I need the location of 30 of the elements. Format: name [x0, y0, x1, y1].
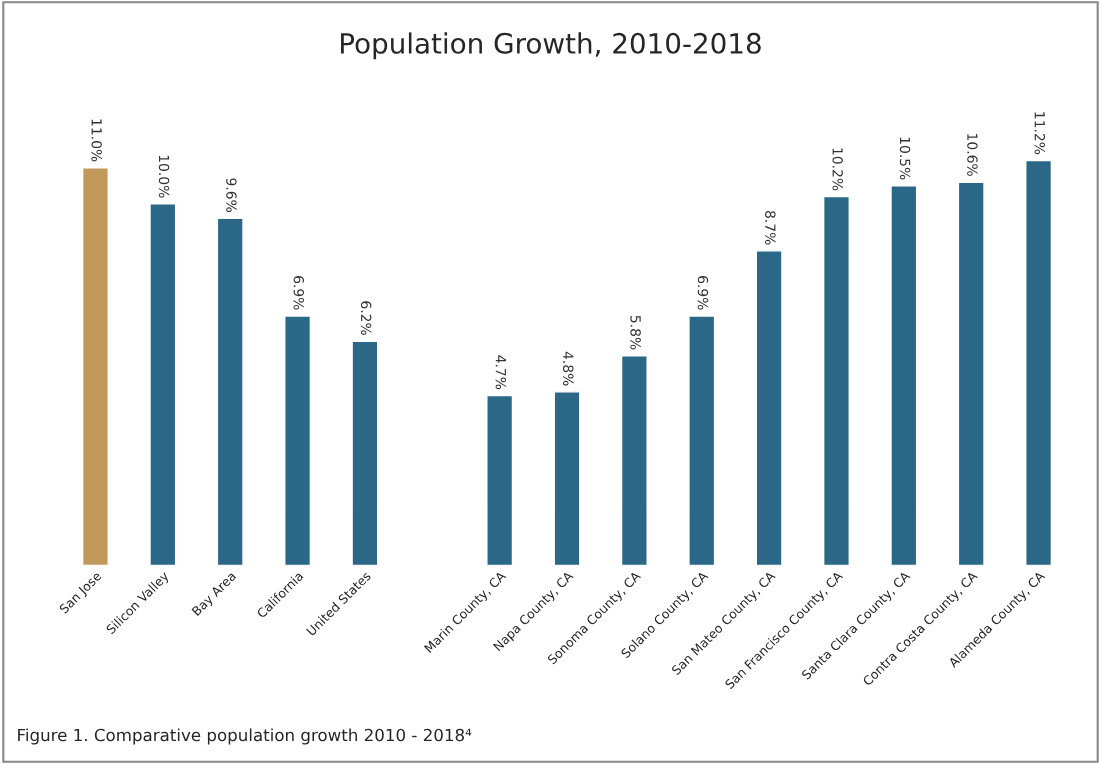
chart-title: Population Growth, 2010-2018 — [341, 32, 761, 60]
bar — [216, 217, 244, 566]
data-label: 9.6% — [226, 178, 237, 213]
bar — [755, 250, 783, 566]
bar — [620, 355, 648, 566]
data-label: 10.2% — [832, 148, 843, 191]
data-label: 6.9% — [697, 276, 709, 310]
bar — [149, 203, 177, 566]
data-label: 11.2% — [1034, 112, 1046, 155]
data-label: 4.8% — [562, 351, 574, 386]
caption: Figure 1. Comparative population growth 2010 - 2018⁴ — [18, 728, 472, 745]
data-label: 10.5% — [899, 137, 911, 180]
bar — [284, 315, 312, 566]
bar — [822, 195, 850, 566]
data-label: 10.6% — [967, 134, 978, 176]
bar — [351, 340, 379, 566]
data-label: 6.2% — [360, 301, 372, 335]
data-label: 5.8% — [630, 315, 641, 350]
data-label: 8.7% — [765, 210, 776, 245]
bar — [957, 181, 985, 566]
bar — [890, 185, 918, 566]
bar — [1025, 159, 1053, 566]
data-label: 11.0% — [91, 119, 102, 162]
bar — [688, 315, 716, 566]
bar — [486, 394, 514, 566]
data-label: 4.7% — [495, 355, 507, 390]
bar — [81, 167, 109, 566]
data-label: 10.0% — [158, 155, 170, 198]
bar — [553, 391, 581, 566]
data-label: 6.9% — [293, 276, 305, 310]
